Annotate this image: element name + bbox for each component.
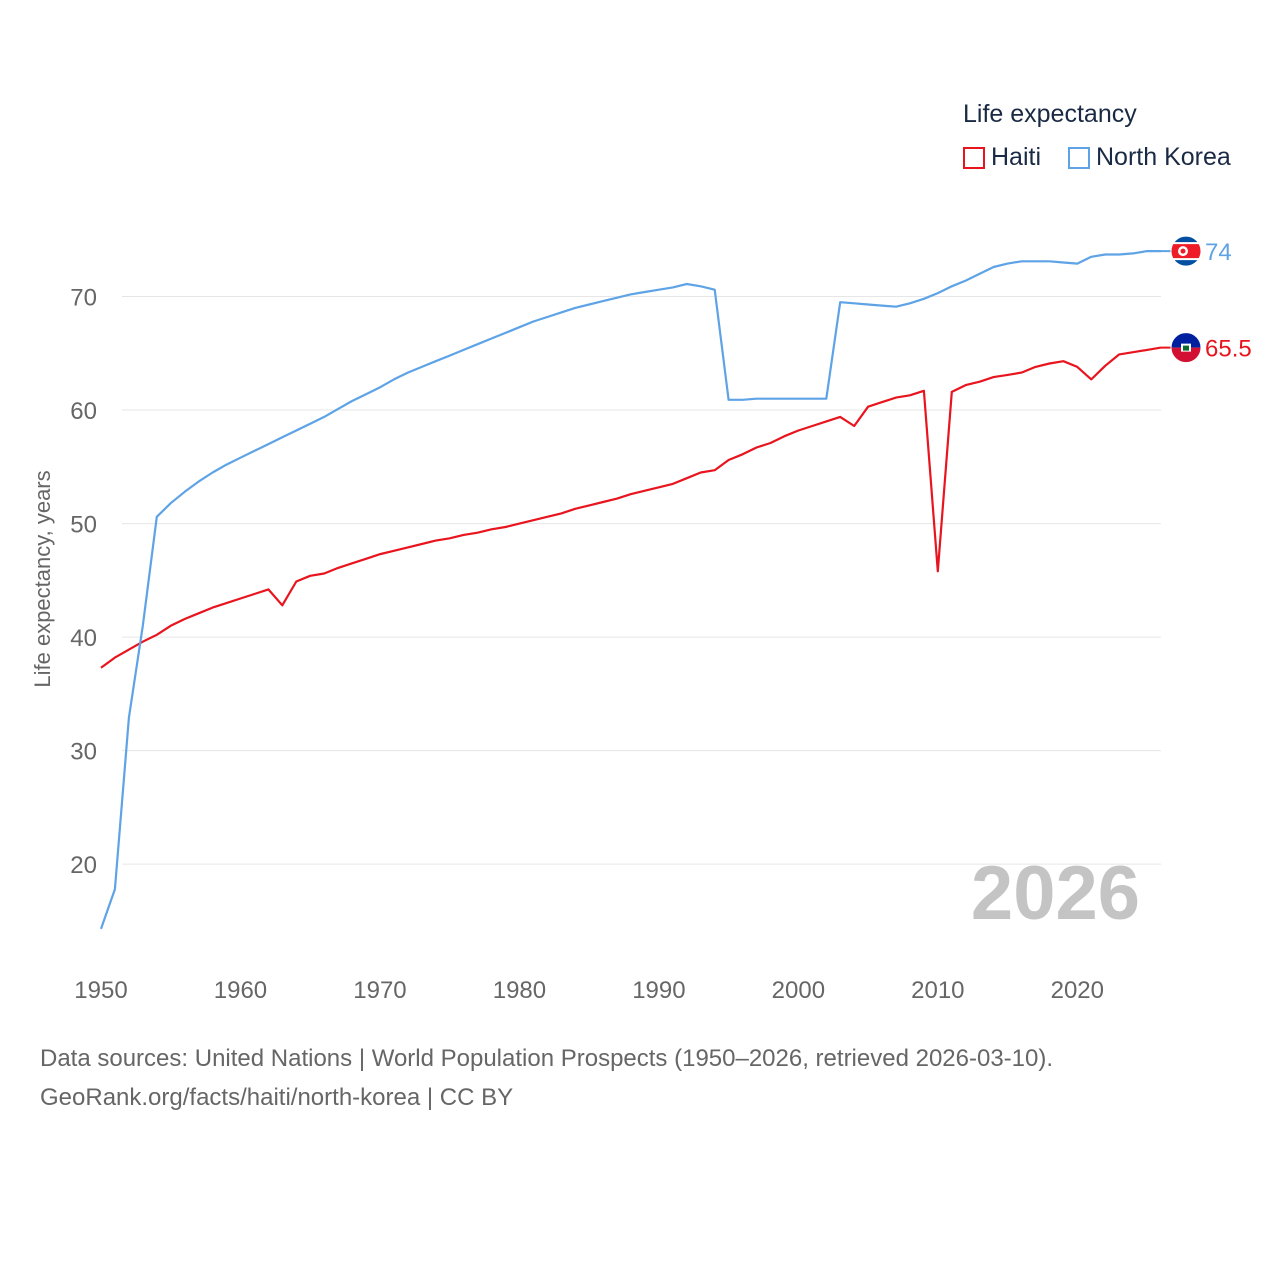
y-tick-label-50: 50 — [70, 512, 97, 539]
end-label-haiti: 65.5 — [1205, 336, 1252, 363]
data-sources-note: Data sources: United Nations | World Pop… — [40, 1045, 1054, 1072]
haiti-flag-icon — [1171, 332, 1201, 363]
legend-title: Life expectancy — [963, 100, 1137, 128]
y-axis-label: Life expectancy, years — [30, 470, 55, 687]
x-tick-label-1960: 1960 — [214, 977, 267, 1004]
x-tick-label-1990: 1990 — [632, 977, 685, 1004]
x-tick-label-1980: 1980 — [493, 977, 546, 1004]
y-tick-label-60: 60 — [70, 398, 97, 425]
legend-label-haiti: Haiti — [991, 143, 1042, 171]
legend-swatch-haiti — [963, 146, 985, 169]
y-tick-label-20: 20 — [70, 852, 97, 879]
legend-item-haiti[interactable]: Haiti — [963, 143, 1041, 172]
x-tick-label-2000: 2000 — [772, 977, 825, 1004]
x-tick-label-1950: 1950 — [74, 977, 127, 1004]
year-watermark: 2026 — [971, 851, 1140, 936]
legend-item-north-korea[interactable]: North Korea — [1068, 143, 1231, 172]
x-tick-label-1970: 1970 — [353, 977, 406, 1004]
y-tick-label-30: 30 — [70, 739, 97, 766]
y-tick-label-40: 40 — [70, 625, 97, 652]
series-line-north-korea — [99, 250, 1161, 930]
north-korea-flag-icon — [1171, 236, 1201, 267]
y-tick-label-70: 70 — [70, 285, 97, 312]
end-label-north-korea: 74 — [1205, 239, 1232, 266]
x-tick-label-2020: 2020 — [1051, 977, 1104, 1004]
flag-border-haiti — [1170, 332, 1202, 364]
flag-border-north-korea — [1170, 235, 1202, 267]
x-tick-label-2010: 2010 — [911, 977, 964, 1004]
legend-swatch-north-korea — [1068, 146, 1090, 169]
source-link[interactable]: GeoRank.org/facts/haiti/north-korea | CC… — [40, 1084, 514, 1111]
legend-label-north-korea: North Korea — [1096, 143, 1231, 171]
series-line-haiti — [100, 346, 1162, 669]
